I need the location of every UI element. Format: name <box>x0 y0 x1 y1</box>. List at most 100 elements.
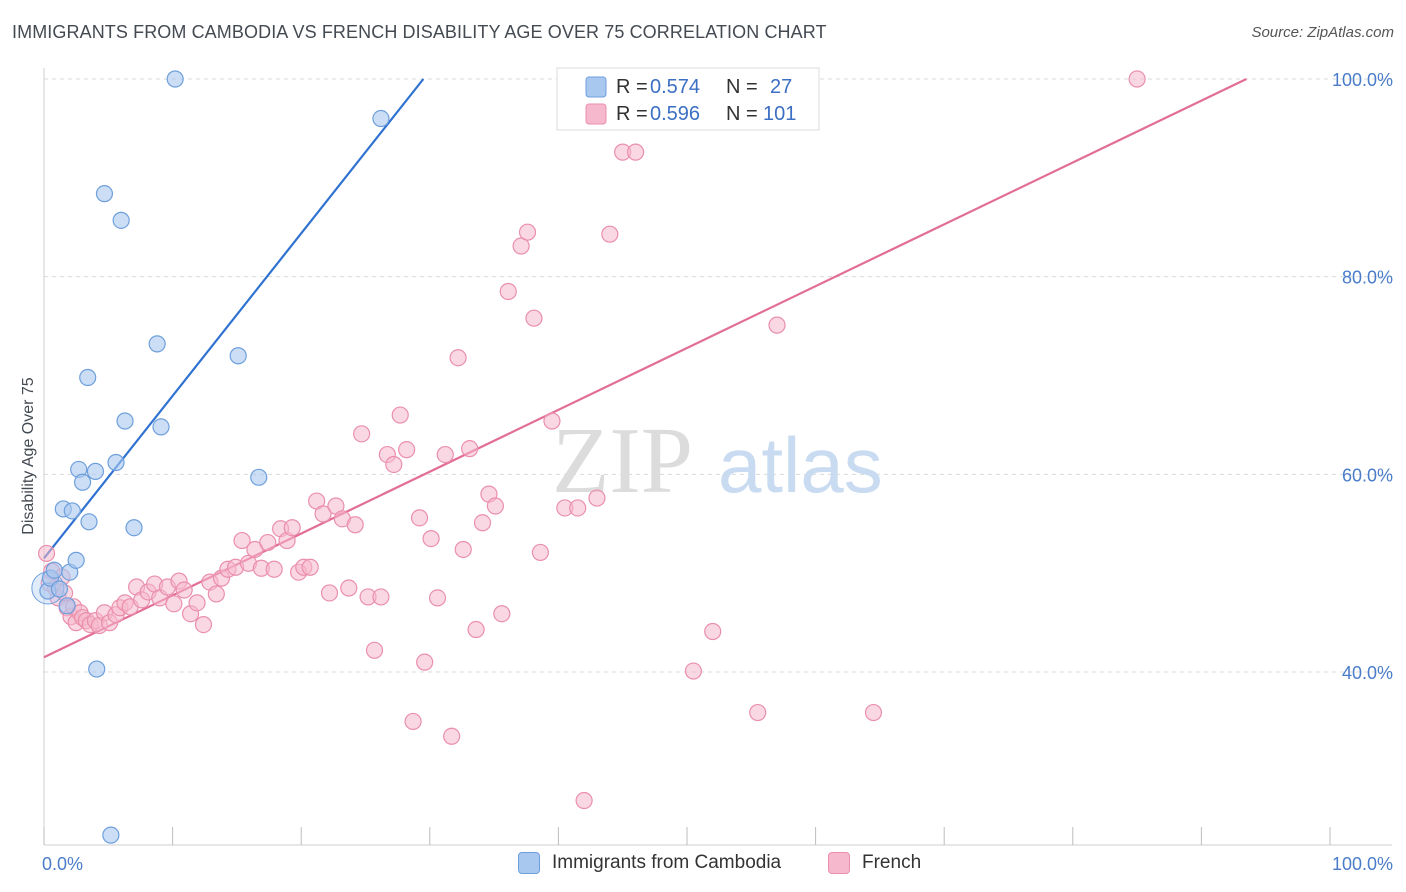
x-tick-label: 0.0% <box>42 854 83 874</box>
cambodia-point <box>63 502 81 520</box>
french-point <box>704 622 722 641</box>
cambodia-point <box>148 335 166 353</box>
y-axis-label: Disability Age Over 75 <box>20 377 37 535</box>
y-tick-label: 80.0% <box>1342 268 1393 288</box>
french-point <box>372 588 390 606</box>
french-swatch <box>828 852 850 874</box>
french-point <box>353 425 371 443</box>
legend-n-value-2: 101 <box>763 103 796 125</box>
legend-label-cambodia: Immigrants from Cambodia <box>552 852 782 873</box>
french-point <box>301 558 319 576</box>
french-point <box>518 223 537 241</box>
french-point <box>626 143 645 161</box>
french-point <box>416 653 434 671</box>
french-point <box>449 349 467 367</box>
tick-labels: 40.0% 60.0% 80.0% 100.0% 0.0% 100.0% <box>42 70 1393 874</box>
french-point <box>436 445 454 464</box>
gridlines <box>44 78 1392 673</box>
cambodia-point <box>250 468 268 486</box>
source-label: Source: ZipAtlas.com <box>1251 24 1394 41</box>
french-point <box>188 594 206 612</box>
legend-n-label-1: N = <box>726 76 758 98</box>
french-point <box>165 595 183 613</box>
cambodia-point <box>372 109 390 128</box>
french-point <box>398 441 416 459</box>
cambodia-point <box>125 519 143 537</box>
cambodia-point <box>58 597 76 615</box>
french-point <box>365 641 384 659</box>
legend-label-french: French <box>862 852 922 873</box>
french-point <box>265 560 283 578</box>
cambodia-point <box>88 660 106 678</box>
cambodia-point <box>95 185 114 203</box>
french-point <box>443 727 461 745</box>
legend-n-label-2: N = <box>726 103 758 125</box>
x-tick-label: 100.0% <box>1332 854 1393 874</box>
y-tick-label: 40.0% <box>1342 663 1393 683</box>
cambodia-point <box>229 347 247 365</box>
watermark-zip: ZIP <box>552 409 693 513</box>
cambodia-point <box>112 211 130 229</box>
cambodia-point <box>166 70 184 88</box>
french-point <box>320 584 339 602</box>
french-point <box>493 605 511 623</box>
cambodia-point <box>152 418 170 436</box>
french-point <box>283 519 301 537</box>
cambodia-point <box>86 462 105 480</box>
french-point <box>1128 70 1146 88</box>
french-point <box>749 703 767 722</box>
french-point <box>233 531 251 550</box>
legend-r-value-1: 0.574 <box>650 76 700 98</box>
french-point <box>543 412 561 430</box>
cambodia-point <box>73 473 92 491</box>
french-point <box>588 489 606 507</box>
cambodia-swatch <box>518 852 540 874</box>
french-point <box>428 589 447 607</box>
french-point <box>525 309 543 327</box>
cambodia-point <box>45 561 63 579</box>
french-point <box>385 455 403 474</box>
french-point <box>864 703 883 722</box>
french-point <box>410 509 429 527</box>
cambodia-point <box>80 513 98 531</box>
cambodia-point <box>107 453 125 472</box>
french-point <box>207 585 225 603</box>
legend-blue-swatch <box>585 76 607 98</box>
french-point <box>37 544 56 563</box>
cambodia-points <box>31 70 390 844</box>
cambodia-trend-line <box>43 78 425 560</box>
french-point <box>768 316 786 334</box>
french-point <box>684 662 703 680</box>
watermark-atlas: atlas <box>718 421 883 509</box>
french-point <box>404 712 422 731</box>
french-point <box>569 499 587 517</box>
cambodia-point <box>102 826 120 844</box>
cambodia-point <box>50 580 69 598</box>
legend-r-label-1: R = <box>616 76 648 98</box>
cambodia-point <box>79 368 97 387</box>
chart-title: IMMIGRANTS FROM CAMBODIA VS FRENCH DISAB… <box>12 22 827 42</box>
cambodia-point <box>116 412 134 430</box>
watermark: ZIP atlas <box>552 409 883 513</box>
y-tick-label: 60.0% <box>1342 465 1393 485</box>
french-point <box>194 615 213 634</box>
french-points <box>37 70 1146 810</box>
french-point <box>454 540 472 559</box>
french-point <box>461 440 479 458</box>
french-point <box>314 505 332 523</box>
axes <box>43 68 1392 846</box>
french-point <box>346 516 364 534</box>
french-point <box>473 514 492 532</box>
legend-item-french: French <box>828 852 921 874</box>
legend-r-label-2: R = <box>616 103 648 125</box>
cambodia-point <box>67 551 85 569</box>
legend-n-value-1: 27 <box>770 76 792 98</box>
legend-item-cambodia: Immigrants from Cambodia <box>518 852 781 874</box>
french-point <box>486 497 504 515</box>
french-point <box>340 579 358 597</box>
french-point <box>499 282 517 301</box>
legend-r-value-2: 0.596 <box>650 103 700 125</box>
french-point <box>601 225 619 243</box>
french-point <box>422 529 440 548</box>
